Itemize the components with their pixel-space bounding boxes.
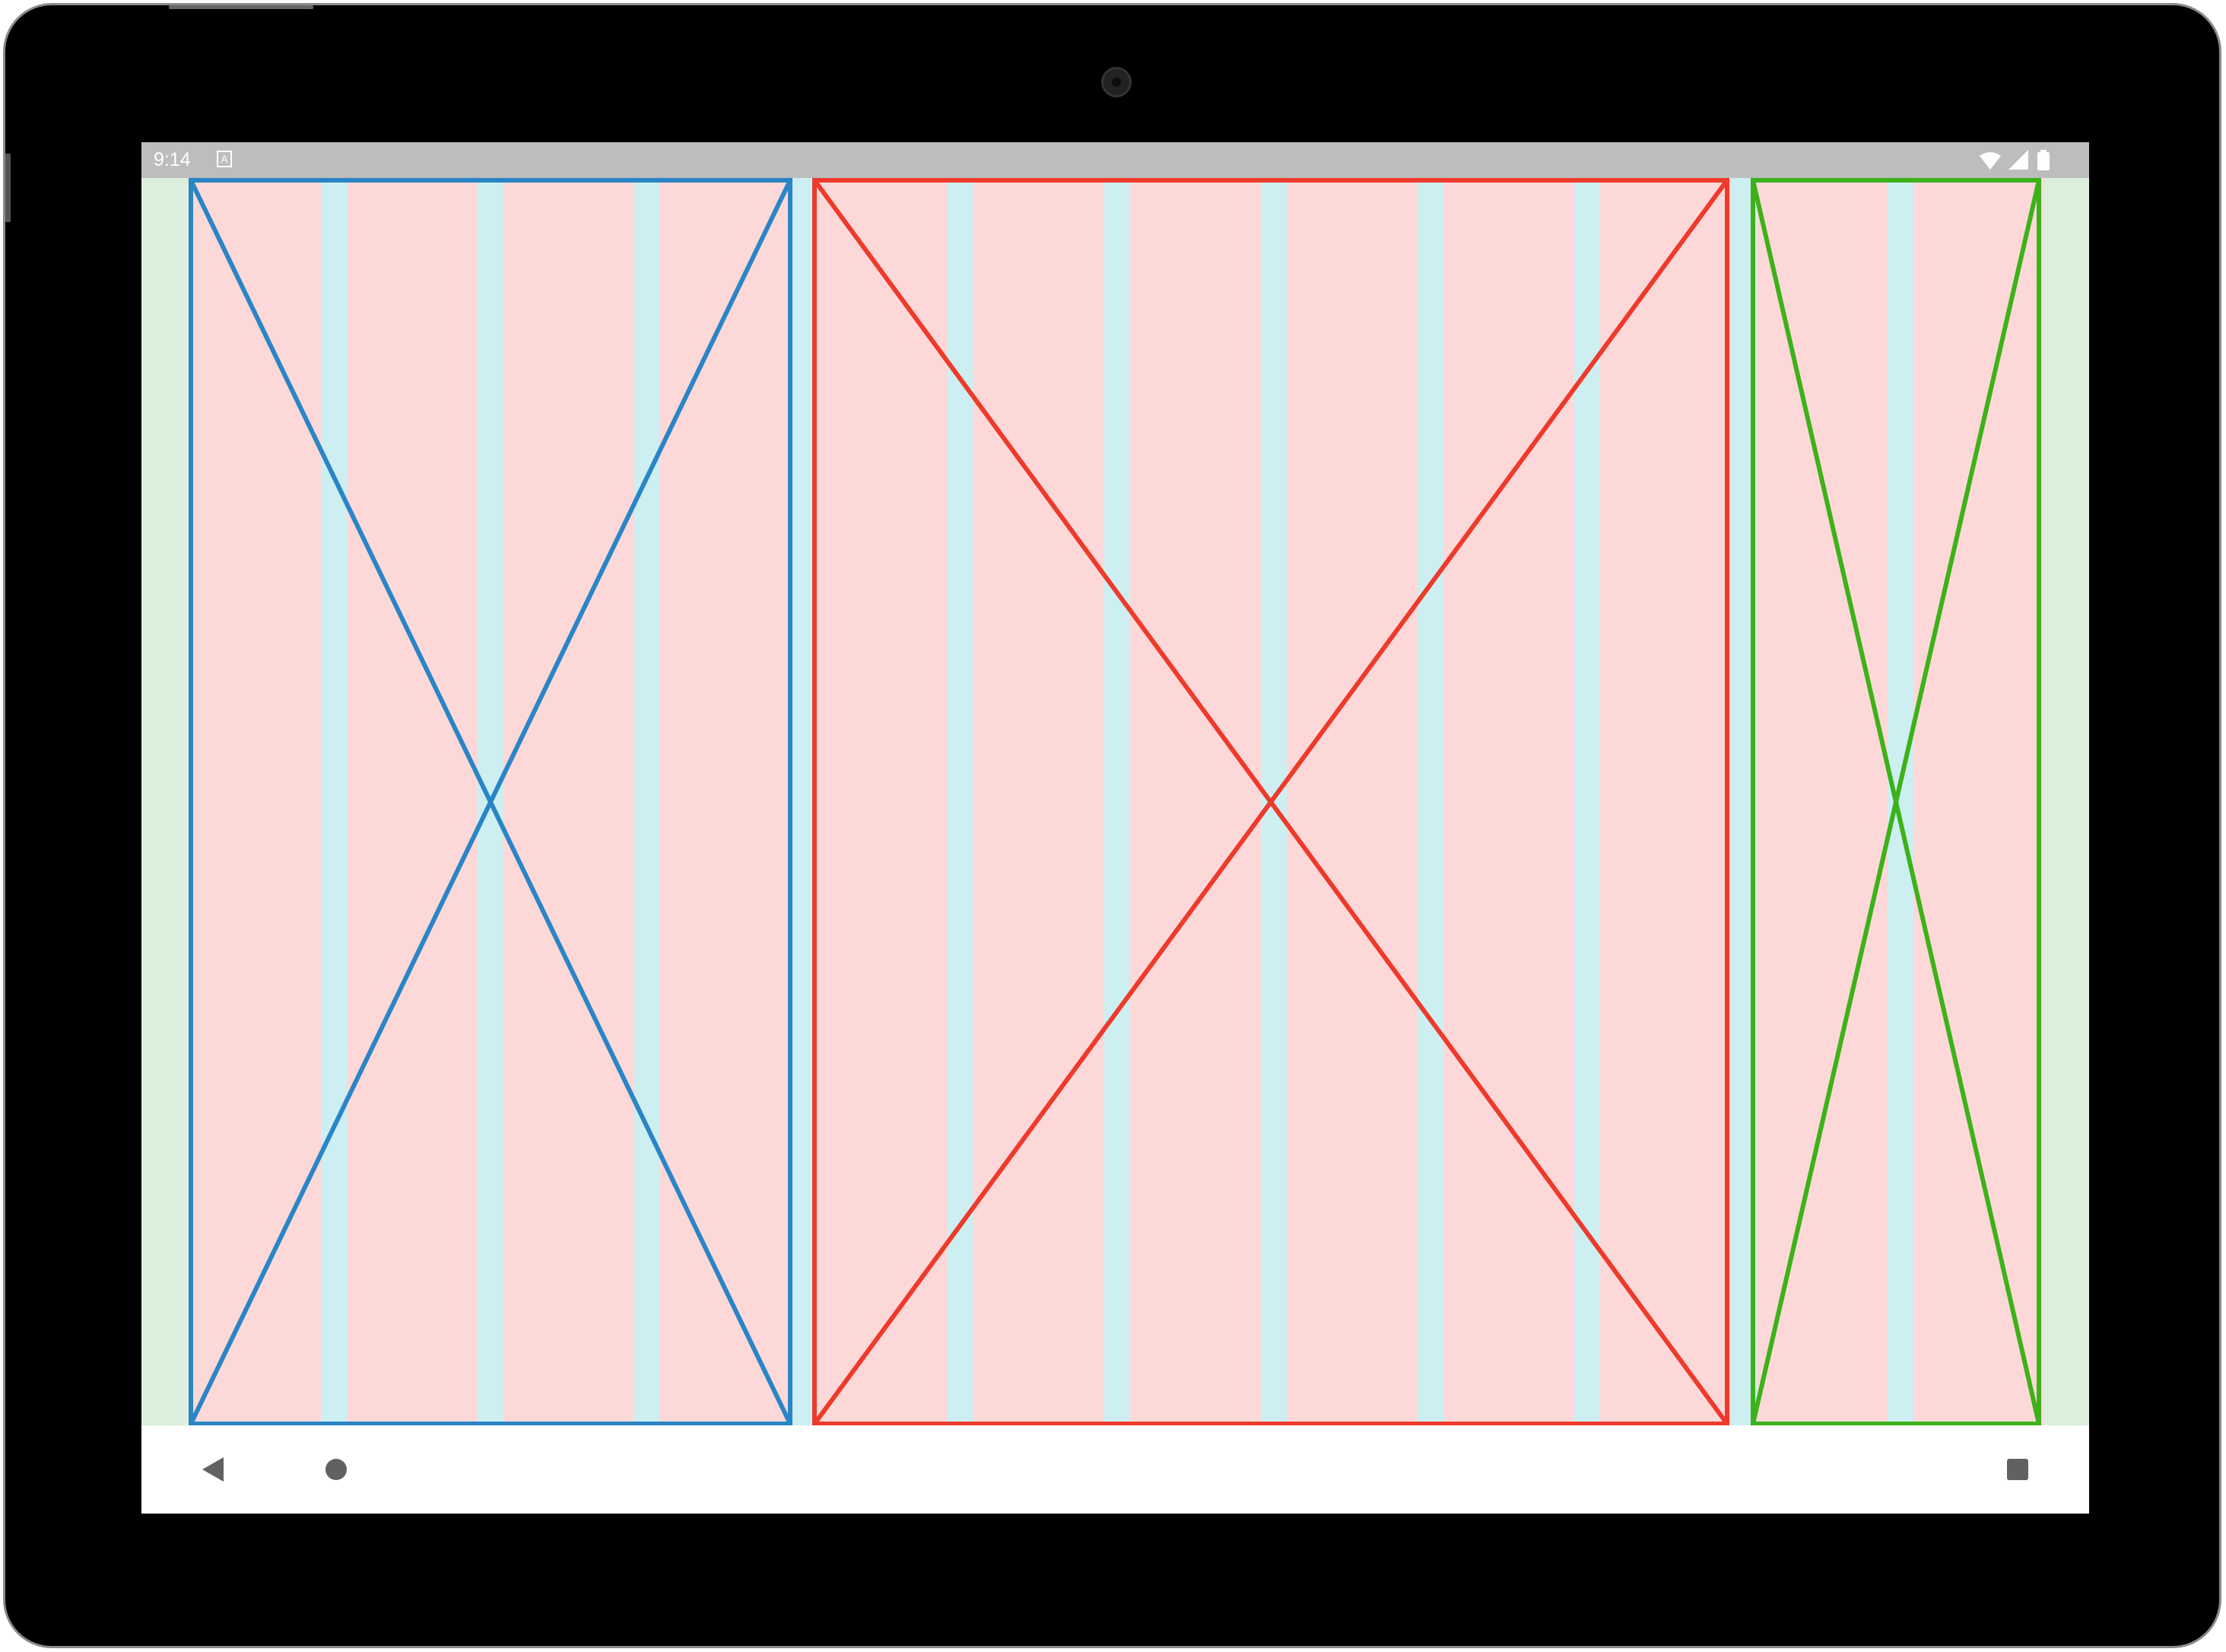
gutter	[1104, 178, 1130, 1425]
pane-left-diagonal	[189, 179, 792, 1425]
gutter	[1574, 178, 1600, 1425]
gutter	[321, 178, 347, 1425]
back-icon[interactable]	[196, 1453, 230, 1486]
gutter	[1888, 178, 1913, 1425]
status-icons	[1980, 150, 2050, 170]
status-time: 9:14	[154, 149, 191, 170]
gutter	[634, 178, 660, 1425]
home-icon[interactable]	[319, 1453, 353, 1486]
pane-right	[1751, 178, 2041, 1425]
device-screen: 9:14 A	[141, 142, 2089, 1514]
status-bar: 9:14 A	[141, 142, 2089, 178]
pane-left-frame	[189, 178, 792, 1425]
pane-left	[189, 178, 792, 1425]
wifi-icon	[1980, 152, 2001, 170]
battery-icon	[2037, 150, 2050, 170]
pane-center	[812, 178, 1729, 1425]
navigation-bar	[141, 1425, 2089, 1514]
grid-gutters	[321, 178, 1913, 1425]
pane-right-frame	[1751, 178, 2041, 1425]
recents-icon[interactable]	[2001, 1453, 2034, 1486]
grid-margin-left	[141, 178, 189, 1425]
gutter	[948, 178, 973, 1425]
grid-margin-right	[2043, 178, 2089, 1425]
volume-button	[5, 154, 11, 222]
layout-grid-overlay	[141, 178, 2089, 1425]
gutter	[1418, 178, 1443, 1425]
pane-center-diagonal	[812, 179, 1729, 1425]
front-camera-icon	[1101, 67, 1132, 97]
notification-badge-icon: A	[217, 151, 232, 167]
power-button	[169, 5, 313, 9]
pane-center-frame	[812, 178, 1729, 1425]
cellular-signal-icon	[2008, 150, 2028, 170]
pane-right-diagonal	[1751, 179, 2041, 1425]
